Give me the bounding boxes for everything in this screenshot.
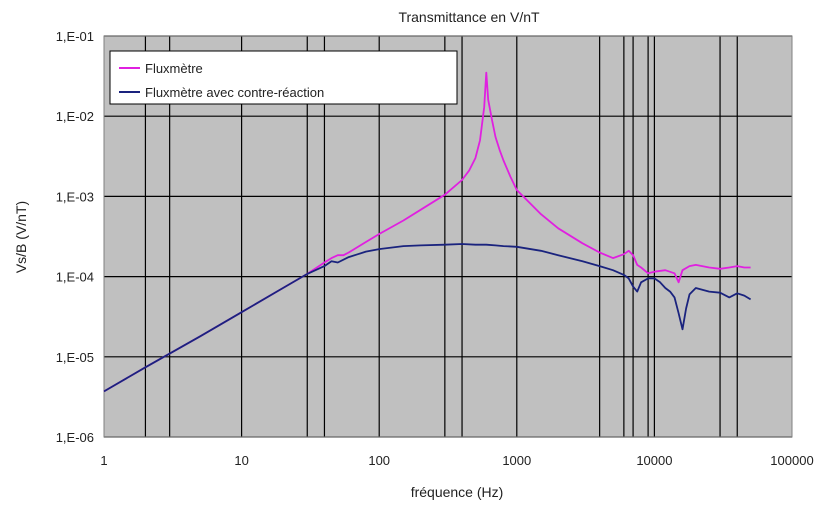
legend-box <box>109 50 458 105</box>
legend-label-1: Fluxmètre <box>145 61 203 76</box>
x-axis-title: fréquence (Hz) <box>411 484 504 500</box>
y-tick-label: 1,E-05 <box>56 350 94 365</box>
x-tick-label: 1 <box>100 453 107 468</box>
y-tick-label: 1,E-06 <box>56 430 94 445</box>
x-tick-label: 10 <box>234 453 248 468</box>
legend-items: Fluxmètre Fluxmètre avec contre-réaction <box>119 61 324 100</box>
x-tick-label: 100000 <box>770 453 813 468</box>
y-axis-ticks: 1,E-01 1,E-02 1,E-03 1,E-04 1,E-05 1,E-06 <box>56 29 94 445</box>
x-tick-label: 10000 <box>636 453 672 468</box>
x-axis-ticks: 1 10 100 1000 10000 100000 <box>100 453 813 468</box>
y-tick-label: 1,E-04 <box>56 270 94 285</box>
series-layer <box>103 71 752 393</box>
series-line-2 <box>103 243 752 393</box>
x-tick-label: 100 <box>368 453 390 468</box>
y-axis-title: Vs/B (V/nT) <box>13 201 29 273</box>
plot-border <box>103 35 793 438</box>
legend-label-2: Fluxmètre avec contre-réaction <box>145 85 324 100</box>
y-tick-label: 1,E-03 <box>56 189 94 204</box>
y-tick-label: 1,E-01 <box>56 29 94 44</box>
series-line-1 <box>103 71 751 393</box>
y-tick-label: 1,E-02 <box>56 109 94 124</box>
chart-title: Transmittance en V/nT <box>398 9 540 25</box>
legend: Fluxmètre Fluxmètre avec contre-réaction <box>109 50 458 105</box>
x-tick-label: 1000 <box>502 453 531 468</box>
